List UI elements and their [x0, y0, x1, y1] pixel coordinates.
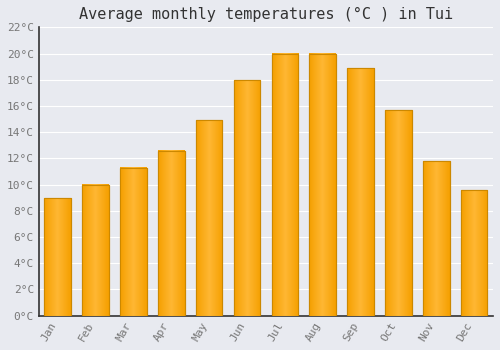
Bar: [82, 184, 109, 316]
Bar: [272, 54, 298, 316]
Bar: [461, 190, 487, 316]
Bar: [158, 150, 184, 316]
Bar: [82, 184, 109, 316]
Bar: [385, 110, 411, 316]
Bar: [423, 161, 450, 316]
Bar: [348, 68, 374, 316]
Bar: [196, 120, 222, 316]
Bar: [234, 80, 260, 316]
Bar: [310, 54, 336, 316]
Bar: [348, 68, 374, 316]
Bar: [120, 168, 146, 316]
Bar: [385, 110, 411, 316]
Bar: [423, 161, 450, 316]
Bar: [120, 168, 146, 316]
Bar: [158, 150, 184, 316]
Bar: [272, 54, 298, 316]
Title: Average monthly temperatures (°C ) in Tui: Average monthly temperatures (°C ) in Tu…: [79, 7, 453, 22]
Bar: [310, 54, 336, 316]
Bar: [461, 190, 487, 316]
Bar: [196, 120, 222, 316]
Bar: [44, 198, 71, 316]
Bar: [234, 80, 260, 316]
Bar: [44, 198, 71, 316]
